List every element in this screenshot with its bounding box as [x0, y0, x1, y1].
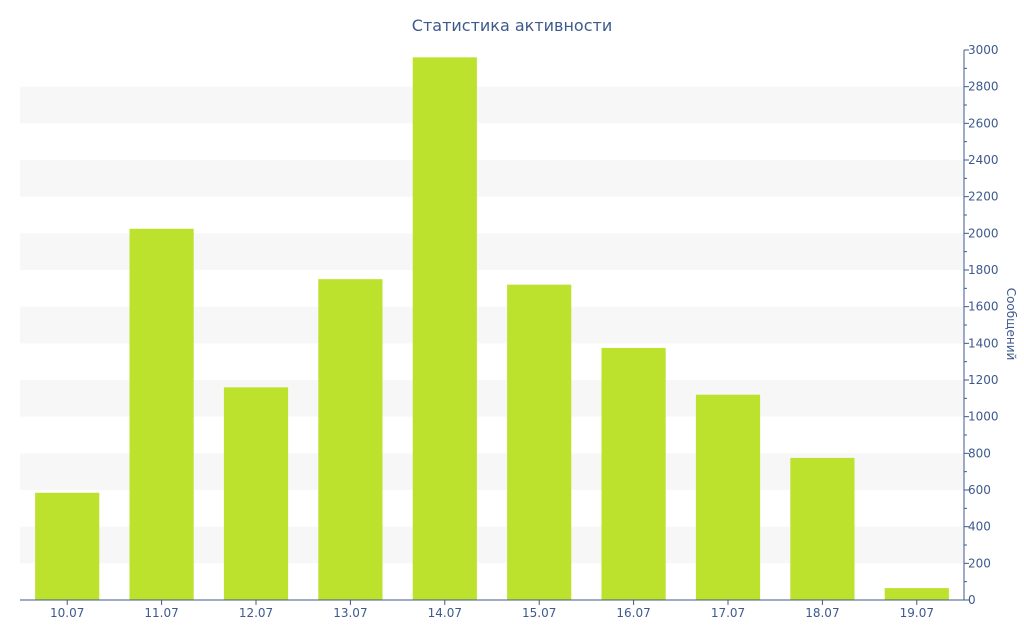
y-tick-label: 600: [968, 483, 991, 497]
bar-10.07: [35, 492, 100, 600]
y-tick-label: 0: [968, 593, 976, 607]
y-tick-label: 200: [968, 556, 991, 570]
bar-19.07: [884, 588, 949, 600]
bar-14.07: [412, 57, 477, 601]
x-tick-label: 17.07: [711, 606, 745, 620]
x-tick-label: 16.07: [616, 606, 650, 620]
bar-11.07: [129, 228, 194, 600]
y-tick-label: 1400: [968, 336, 999, 350]
x-tick-label: 19.07: [900, 606, 934, 620]
y-tick-label: 800: [968, 446, 991, 460]
x-tick-label: 15.07: [522, 606, 556, 620]
x-tick-label: 18.07: [805, 606, 839, 620]
x-tick-label: 12.07: [239, 606, 273, 620]
bar-17.07: [695, 394, 761, 600]
y-tick-label: 2600: [968, 116, 999, 130]
axes: [20, 49, 969, 605]
y-tick-label: 1800: [968, 263, 999, 277]
x-tick-label: 14.07: [428, 606, 462, 620]
x-tick-label: 11.07: [144, 606, 178, 620]
bar-18.07: [790, 457, 855, 600]
y-tick-label: 2400: [968, 153, 999, 167]
bar-15.07: [507, 284, 572, 600]
y-tick-label: 1200: [968, 373, 999, 387]
y-tick-label: 1600: [968, 300, 999, 314]
y-tick-label: 2200: [968, 190, 999, 204]
tick-labels: 10.07 11.07 12.07 13.07 14.07 15.07 16.07 17.07…: [50, 43, 999, 620]
grid-band: [20, 86, 964, 124]
chart-title: Статистика активности: [412, 16, 612, 35]
y-tick-label: 400: [968, 520, 991, 534]
bar-16.07: [601, 347, 666, 600]
y-tick-label: 1000: [968, 410, 999, 424]
bar-13.07: [318, 279, 383, 600]
x-tick-label: 13.07: [333, 606, 367, 620]
y-tick-label: 2000: [968, 226, 999, 240]
y-tick-label: 3000: [968, 43, 999, 57]
grid-band: [20, 160, 964, 197]
bars: [35, 57, 949, 601]
x-tick-label: 10.07: [50, 606, 84, 620]
bar-12.07: [223, 387, 289, 600]
y-tick-label: 2800: [968, 80, 999, 94]
y-axis-title: Сообщений: [1004, 288, 1018, 361]
